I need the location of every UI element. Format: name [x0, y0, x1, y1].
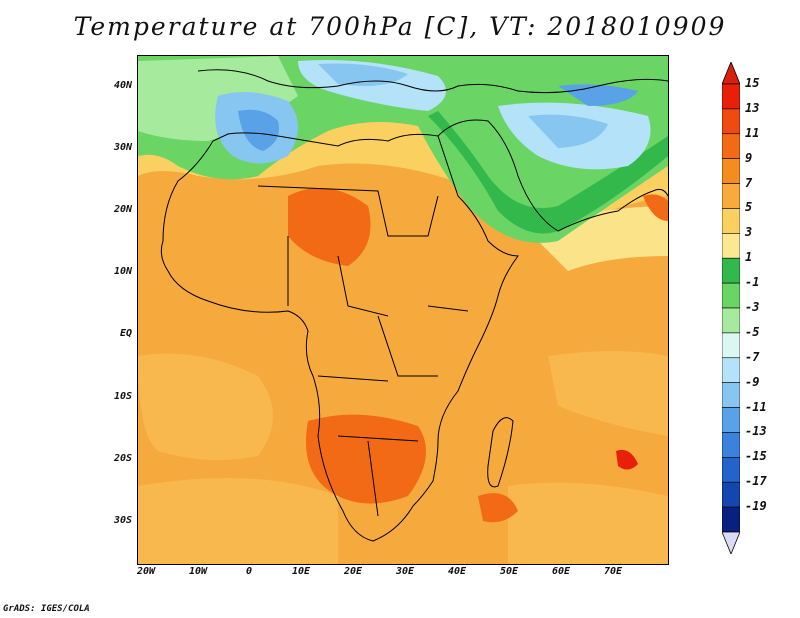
colorbar-swatch	[722, 382, 740, 408]
colorbar-label: -19	[745, 499, 767, 514]
colorbar-swatch	[722, 257, 740, 284]
lon-label-40e: 40E	[447, 566, 467, 577]
colorbar-swatch	[722, 407, 740, 433]
colorbar-swatch	[722, 357, 740, 383]
colorbar-label: -5	[745, 324, 760, 339]
colorbar-swatch	[722, 233, 740, 259]
lon-label-60e: 60E	[551, 566, 571, 577]
temperature-map	[137, 55, 669, 565]
lat-label-20n: 20N	[113, 204, 132, 215]
lon-label-30e: 30E	[395, 566, 415, 577]
colorbar-label: -17	[745, 474, 767, 489]
lon-label-10w: 10W	[188, 566, 208, 577]
field-light-atlantic	[138, 353, 273, 460]
colorbar-top-arrow	[722, 62, 740, 85]
colorbar-bottom-arrow	[722, 531, 740, 554]
field-colder-med	[318, 63, 408, 87]
colorbar-label: -3	[745, 300, 760, 314]
field-warm-madagascar	[478, 493, 518, 523]
colorbar-label: 11	[745, 125, 760, 140]
colorbar-label: 7	[745, 175, 753, 190]
mediterranean-coast	[197, 69, 668, 94]
field-south-west	[138, 478, 338, 564]
lat-label-eq: EQ	[119, 328, 132, 339]
colorbar-swatch	[722, 307, 740, 334]
field-hot-spot	[616, 449, 638, 470]
colorbar-label: 13	[745, 100, 760, 115]
temperature-field	[138, 56, 668, 564]
colorbar	[722, 62, 740, 554]
lon-label-10e: 10E	[291, 566, 311, 577]
colorbar-swatch	[722, 83, 740, 110]
colorbar-label: -15	[745, 449, 767, 464]
field-warm-sahara	[288, 188, 371, 266]
grads-credit: GrADS: IGES/COLA	[3, 604, 90, 614]
field-colder-east	[528, 114, 608, 148]
colorbar-label: 15	[745, 76, 760, 90]
colorbar-swatch	[722, 208, 740, 234]
coastlines	[160, 69, 668, 542]
lon-label-0: 0	[245, 566, 253, 577]
colorbar-swatch	[722, 158, 740, 184]
field-south-east	[508, 482, 668, 564]
colorbar-swatch	[722, 506, 740, 533]
colorbar-swatch	[722, 332, 740, 359]
colorbar-swatch	[722, 282, 740, 309]
colorbar-swatch	[722, 108, 740, 135]
colorbar-label: -13	[745, 424, 767, 439]
colorbar-swatch	[722, 481, 740, 508]
lon-label-70e: 70E	[603, 566, 623, 577]
lat-label-20s: 20S	[113, 453, 132, 464]
field-light-indian	[548, 351, 668, 436]
lat-label-30s: 30S	[113, 515, 132, 526]
country-borders	[257, 185, 469, 517]
colorbar-swatch	[722, 457, 740, 483]
colorbar-swatch	[722, 183, 740, 209]
colorbar-label: 3	[745, 225, 753, 240]
field-colder-west	[238, 109, 279, 151]
colorbar-swatch	[722, 133, 740, 159]
colorbar-label: 9	[745, 150, 753, 165]
field-green-dark	[428, 111, 668, 234]
colorbar-label: 5	[745, 200, 753, 215]
lat-label-10s: 10S	[113, 391, 132, 402]
colorbar-label: -9	[745, 374, 760, 389]
colorbar-label: -1	[745, 275, 760, 290]
colorbar-label: -11	[745, 399, 767, 414]
lat-label-30n: 30N	[113, 142, 132, 153]
africa-coast	[160, 132, 519, 542]
field-warm-india	[643, 194, 668, 221]
madagascar-coast	[487, 417, 514, 488]
lon-label-20e: 20E	[343, 566, 363, 577]
field-warm-southern-africa	[306, 414, 426, 504]
arabia-coast	[437, 119, 668, 232]
colorbar-label: 1	[745, 250, 753, 265]
colorbar-swatch	[722, 432, 740, 458]
lat-label-10n: 10N	[113, 266, 132, 277]
lat-label-40n: 40N	[113, 80, 132, 91]
colorbar-label: -7	[745, 349, 760, 364]
lon-label-50e: 50E	[499, 566, 519, 577]
lon-label-20w: 20W	[136, 566, 156, 577]
map-title: Temperature at 700hPa [C], VT: 201801090…	[73, 12, 727, 41]
